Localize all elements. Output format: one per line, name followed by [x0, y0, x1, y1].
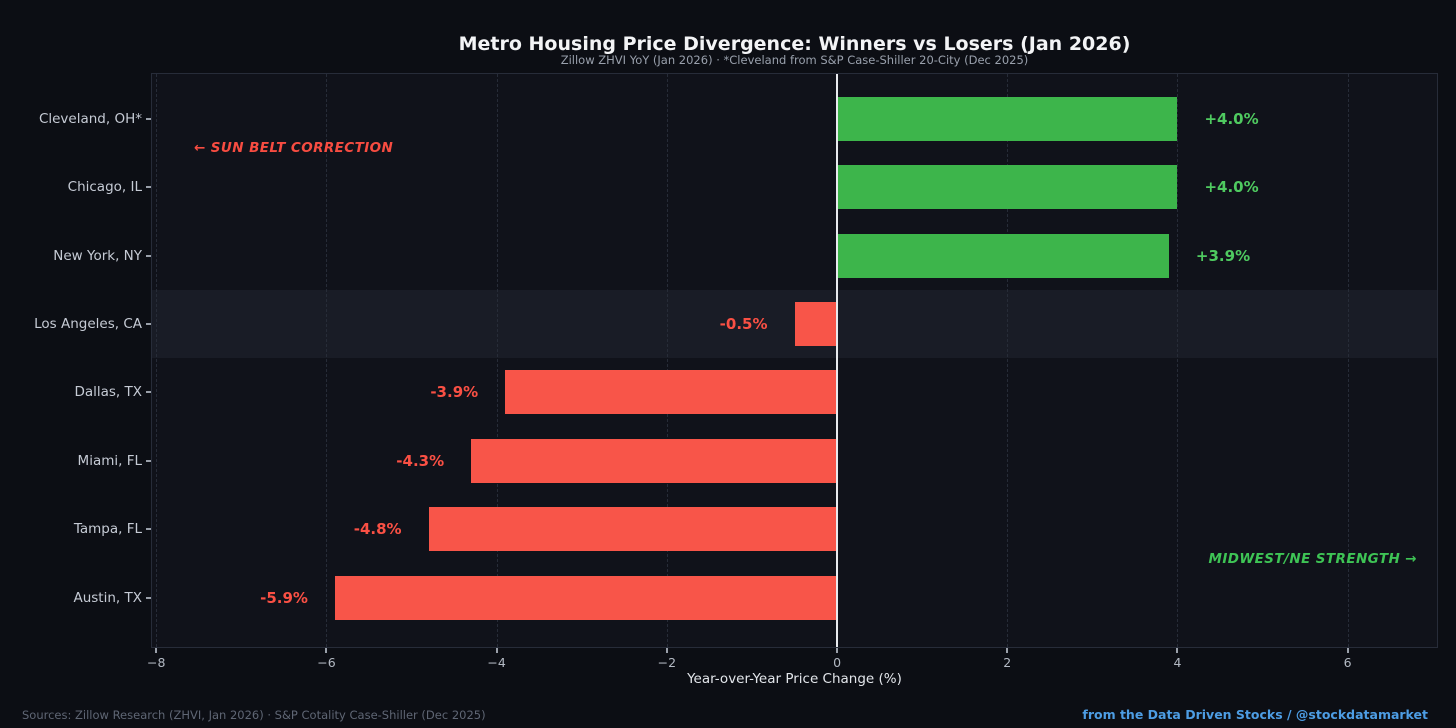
grid-line	[496, 74, 498, 647]
y-tick-mark	[146, 186, 152, 189]
x-tick-mark	[495, 648, 498, 653]
zero-baseline	[836, 74, 839, 647]
x-axis-label: Year-over-Year Price Change (%)	[687, 671, 902, 687]
bar-value-label: -4.8%	[353, 520, 402, 539]
y-tick-mark	[146, 254, 152, 257]
grid-line	[666, 74, 668, 647]
y-tick-mark	[146, 596, 152, 599]
x-tick-mark	[325, 648, 328, 653]
annotation-midwest-strength: MIDWEST/NE STRENGTH →	[1208, 551, 1417, 567]
bar-value-label: +4.0%	[1204, 110, 1259, 128]
bar-value-label: -4.3%	[396, 451, 445, 470]
footer-credit: from the Data Driven Stocks / @stockdata…	[1082, 707, 1428, 722]
grid-line	[1347, 74, 1349, 647]
x-tick-label: 4	[1173, 655, 1182, 670]
bar	[471, 438, 838, 483]
x-tick-label: 6	[1343, 655, 1352, 670]
y-tick-mark	[146, 391, 152, 394]
y-axis-category-label: Cleveland, OH*	[38, 111, 142, 127]
y-axis-category-label: Los Angeles, CA	[34, 316, 142, 333]
y-tick-mark	[146, 528, 152, 531]
x-tick-label: 2	[1003, 655, 1012, 670]
bar	[428, 507, 838, 552]
chart-subtitle: Zillow ZHVI YoY (Jan 2026) · *Cleveland …	[560, 53, 1029, 67]
x-tick-label: −2	[657, 655, 677, 670]
bar-value-label: +4.0%	[1204, 178, 1259, 197]
x-tick-mark	[665, 648, 668, 653]
grid-line	[326, 74, 328, 647]
bar	[837, 165, 1178, 210]
x-tick-mark	[1006, 648, 1009, 653]
bar	[837, 233, 1169, 278]
bar-value-label: -3.9%	[430, 383, 479, 402]
x-tick-label: −6	[317, 655, 336, 670]
x-tick-mark	[1176, 648, 1179, 653]
y-tick-mark	[146, 118, 152, 120]
y-axis-category-label: Austin, TX	[73, 589, 142, 606]
y-axis-category-label: Chicago, IL	[67, 179, 142, 196]
x-tick-label: 0	[833, 655, 842, 670]
bar	[334, 575, 838, 620]
bar	[794, 302, 838, 347]
bar-value-label: -5.9%	[260, 588, 308, 607]
y-axis-category-label: New York, NY	[53, 247, 142, 264]
chart-title: Metro Housing Price Divergence: Winners …	[458, 33, 1131, 55]
bar-value-label: -0.5%	[719, 315, 768, 334]
footer-sources: Sources: Zillow Research (ZHVI, Jan 2026…	[22, 708, 486, 722]
y-axis-category-label: Miami, FL	[77, 452, 142, 469]
y-axis-category-label: Dallas, TX	[74, 384, 142, 401]
y-axis-category-label: Tampa, FL	[73, 521, 142, 538]
x-tick-mark	[1346, 648, 1349, 653]
grid-line	[1177, 74, 1179, 647]
y-tick-mark	[146, 459, 152, 462]
bar-value-label: +3.9%	[1195, 246, 1251, 265]
annotation-sun-belt-correction: ← SUN BELT CORRECTION	[194, 140, 394, 156]
bar	[505, 370, 838, 415]
bar	[837, 97, 1178, 141]
y-tick-mark	[146, 323, 152, 326]
x-tick-mark	[155, 648, 158, 653]
plot-area: ← SUN BELT CORRECTION MIDWEST/NE STRENGT…	[152, 74, 1437, 647]
x-tick-label: −8	[147, 655, 166, 670]
grid-line	[1007, 74, 1009, 647]
x-tick-mark	[836, 648, 839, 653]
grid-line	[156, 74, 158, 647]
x-tick-label: −4	[487, 655, 506, 670]
